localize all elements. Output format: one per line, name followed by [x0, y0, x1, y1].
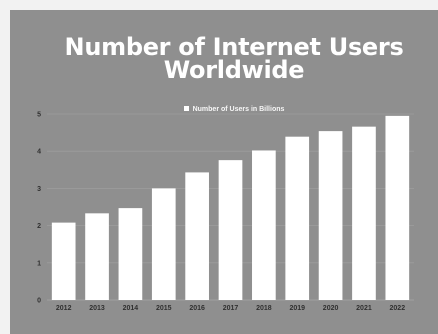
x-tick-label: 2021 — [356, 305, 372, 312]
x-tick-label: 2020 — [323, 305, 339, 312]
y-tick-label: 2 — [37, 223, 41, 230]
bar-2013 — [85, 213, 109, 300]
chart-title-line-2: Worldwide — [163, 56, 305, 84]
bar-2014 — [118, 208, 143, 300]
x-tick-label: 2022 — [390, 305, 406, 312]
x-tick-label: 2016 — [189, 305, 205, 312]
chart-title: Number of Internet Users Worldwide — [10, 33, 438, 84]
x-tick-label: 2012 — [56, 305, 72, 312]
legend-label: Number of Users in Billions — [192, 106, 285, 113]
x-tick-label: 2015 — [156, 305, 172, 312]
legend: Number of Users in Billions — [10, 106, 438, 113]
x-tick-label: 2017 — [223, 305, 239, 312]
x-tick-label: 2018 — [256, 305, 272, 312]
bar-2020 — [318, 131, 343, 300]
chart-card: Number of Internet Users Worldwide Number… — [10, 10, 438, 334]
x-tick-label: 2013 — [89, 305, 105, 312]
bar-chart-plot: 0 1 2 3 4 5 2012 2013 2014 2015 2016 2017 2018 2019 20… — [37, 112, 414, 312]
chart-title-text: Number of Internet Users Worldwide — [10, 33, 438, 84]
y-tick-label: 1 — [37, 260, 41, 267]
y-tick-label: 5 — [37, 112, 41, 119]
bar-2012 — [51, 222, 76, 300]
bar-2021 — [352, 126, 376, 300]
bar-2015 — [151, 188, 176, 300]
bar-2018 — [252, 150, 276, 300]
bar-2019 — [285, 136, 310, 300]
bar-2017 — [218, 160, 243, 300]
y-tick-label: 0 — [37, 298, 41, 305]
bar-2016 — [185, 172, 209, 300]
bar-2022 — [385, 115, 410, 300]
y-tick-label: 3 — [37, 186, 41, 193]
x-tick-label: 2019 — [289, 305, 305, 312]
y-tick-label: 4 — [37, 149, 41, 156]
chart-title-line-1: Number of Internet Users — [64, 33, 404, 61]
legend-swatch — [183, 106, 189, 111]
x-tick-label: 2014 — [123, 305, 139, 312]
